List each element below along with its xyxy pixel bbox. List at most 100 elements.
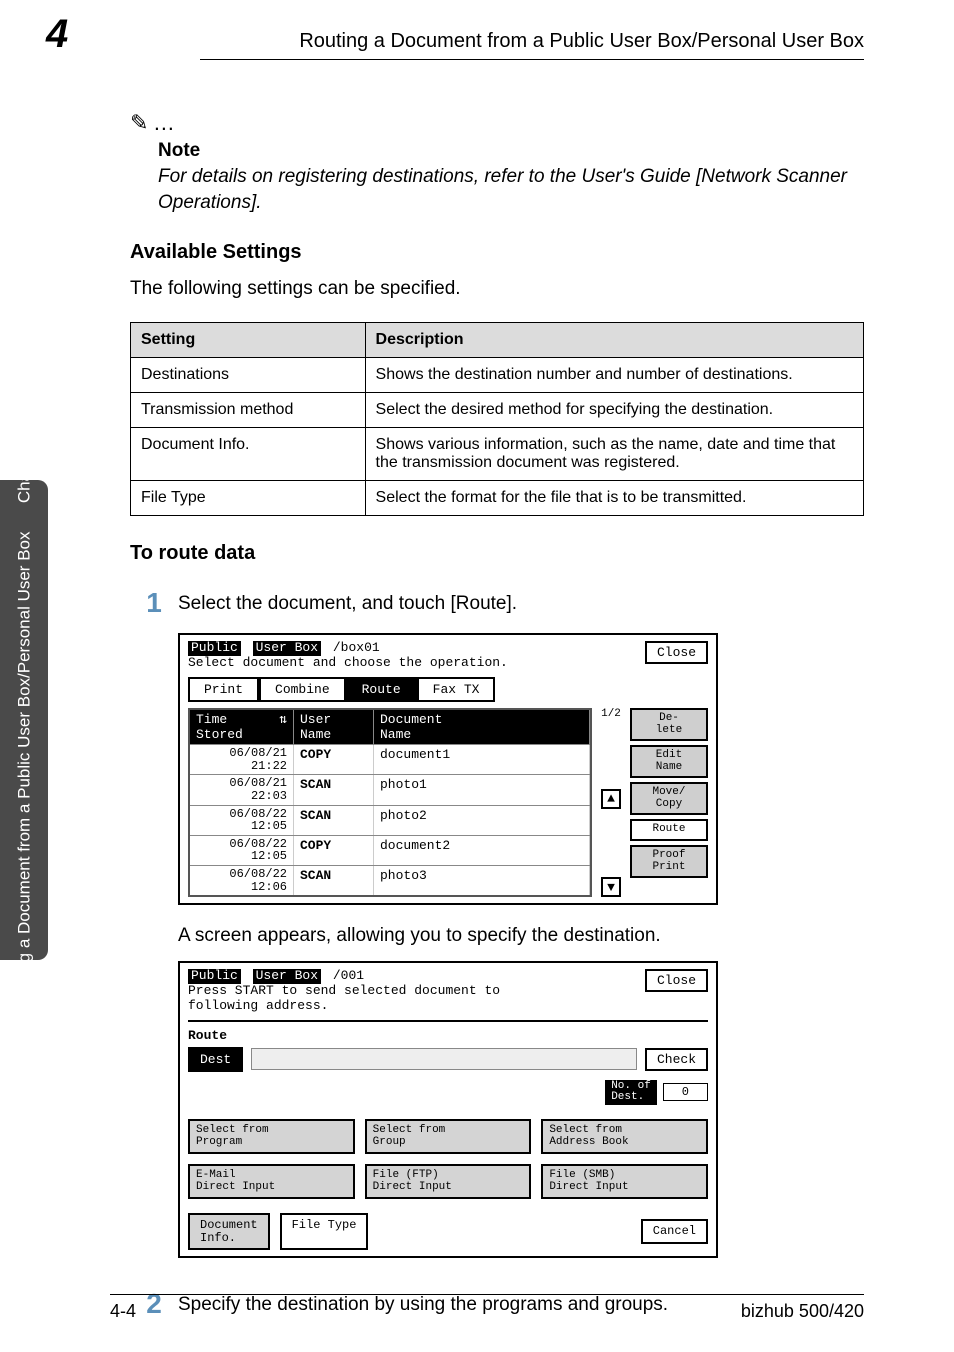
dest-label: Dest: [188, 1047, 243, 1072]
close-button[interactable]: Close: [645, 969, 708, 992]
settings-cell: Transmission method: [131, 393, 366, 428]
lcd1-tabs: Print Combine Route Fax TX: [188, 677, 708, 702]
select-from-program-button[interactable]: Select from Program: [188, 1119, 355, 1154]
row-time: 06/08/21 22:03: [190, 775, 294, 804]
edit-name-button[interactable]: Edit Name: [630, 745, 708, 778]
col-document-name[interactable]: Document Name: [374, 710, 590, 744]
document-row[interactable]: 06/08/21 22:03 SCAN photo1: [190, 774, 590, 804]
side-tab-chapter: Chapter 4: [14, 429, 33, 504]
lcd-panel-1: Public User Box /box01 Select document a…: [178, 633, 718, 905]
file-smb-direct-input-button[interactable]: File (SMB) Direct Input: [541, 1164, 708, 1199]
row-user: SCAN: [294, 775, 374, 804]
lcd1-title-public: Public: [188, 641, 241, 656]
route-button[interactable]: Route: [630, 819, 708, 841]
settings-cell: Destinations: [131, 358, 366, 393]
lcd2-title: Public User Box /001 Press START to send…: [188, 969, 500, 1014]
check-button[interactable]: Check: [645, 1048, 708, 1071]
content-area: ✎ … Note For details on registering dest…: [130, 110, 864, 1320]
table-row: Destinations Shows the destination numbe…: [131, 358, 864, 393]
pencil-icon: ✎: [130, 110, 148, 135]
settings-cell: Select the desired method for specifying…: [365, 393, 863, 428]
route-heading: To route data: [130, 542, 864, 565]
document-info-button[interactable]: Document Info.: [188, 1213, 270, 1250]
settings-cell: Shows various information, such as the n…: [365, 428, 863, 481]
row-time: 06/08/22 12:05: [190, 806, 294, 835]
settings-cell: Select the format for the file that is t…: [365, 481, 863, 516]
table-row: File Type Select the format for the file…: [131, 481, 864, 516]
side-chapter-tab: Routing a Document from a Public User Bo…: [0, 480, 48, 960]
file-type-button[interactable]: File Type: [280, 1213, 369, 1250]
document-table: Time Stored ⇅ User Name Document Name 06/…: [188, 708, 592, 897]
select-from-group-button[interactable]: Select from Group: [365, 1119, 532, 1154]
scroll-down-button[interactable]: ▼: [601, 877, 621, 897]
between-caption: A screen appears, allowing you to specif…: [178, 925, 864, 947]
step-number: 1: [130, 587, 178, 619]
lcd2-seq: /001: [333, 968, 364, 983]
move-copy-button[interactable]: Move/ Copy: [630, 782, 708, 815]
settings-table: Setting Description Destinations Shows t…: [130, 322, 864, 516]
row-user: SCAN: [294, 806, 374, 835]
cancel-button[interactable]: Cancel: [641, 1219, 708, 1244]
lcd2-title-public: Public: [188, 969, 241, 984]
note-ellipsis: …: [153, 110, 177, 135]
settings-col-0: Setting: [131, 323, 366, 358]
select-from-address-book-button[interactable]: Select from Address Book: [541, 1119, 708, 1154]
tab-route[interactable]: Route: [346, 677, 417, 702]
available-settings-heading: Available Settings: [130, 241, 864, 264]
method-grid: Select from Program Select from Group Se…: [188, 1119, 708, 1199]
step-1: 1 Select the document, and touch [Route]…: [130, 587, 864, 619]
col-user-name[interactable]: User Name: [294, 710, 374, 744]
row-doc: document2: [374, 836, 590, 865]
table-row: Document Info. Shows various information…: [131, 428, 864, 481]
dest-count-label: No. of Dest.: [605, 1080, 657, 1105]
settings-cell: Document Info.: [131, 428, 366, 481]
lcd2-title-userbox: User Box: [253, 969, 321, 984]
sort-icon[interactable]: ⇅: [279, 712, 287, 742]
tab-faxtx[interactable]: Fax TX: [417, 677, 496, 702]
footer-page: 4-4: [110, 1301, 136, 1322]
file-ftp-direct-input-button[interactable]: File (FTP) Direct Input: [365, 1164, 532, 1199]
page-fraction: 1/2: [601, 708, 621, 720]
tab-print[interactable]: Print: [188, 677, 259, 702]
col-time-stored[interactable]: Time Stored ⇅: [190, 710, 294, 744]
row-doc: document1: [374, 745, 590, 774]
document-row[interactable]: 06/08/21 21:22 COPY document1: [190, 744, 590, 774]
dest-count-value: 0: [663, 1083, 708, 1101]
action-column: De- lete Edit Name Move/ Copy Route Proo…: [630, 708, 708, 897]
proof-print-button[interactable]: Proof Print: [630, 845, 708, 878]
note-block: ✎ … Note For details on registering dest…: [130, 110, 864, 215]
email-direct-input-button[interactable]: E-Mail Direct Input: [188, 1164, 355, 1199]
document-row[interactable]: 06/08/22 12:05 SCAN photo2: [190, 805, 590, 835]
note-heading: Note: [158, 140, 864, 162]
page: Routing a Document from a Public User Bo…: [0, 0, 954, 1352]
chapter-number: 4: [46, 12, 68, 57]
lcd-panel-2: Public User Box /001 Press START to send…: [178, 961, 718, 1258]
running-header: Routing a Document from a Public User Bo…: [200, 30, 864, 60]
lcd2-subtitle: Press START to send selected document to…: [188, 983, 500, 1013]
lcd1-title-userbox: User Box: [253, 641, 321, 656]
delete-button[interactable]: De- lete: [630, 708, 708, 741]
lcd1-box-name: /box01: [333, 640, 380, 655]
side-tab-title: Routing a Document from a Public User Bo…: [14, 532, 33, 1012]
tab-combine[interactable]: Combine: [259, 677, 346, 702]
route-label: Route: [188, 1028, 708, 1043]
document-row[interactable]: 06/08/22 12:05 COPY document2: [190, 835, 590, 865]
page-footer: 4-4 bizhub 500/420: [110, 1294, 864, 1322]
row-user: SCAN: [294, 866, 374, 895]
close-button[interactable]: Close: [645, 641, 708, 664]
document-row[interactable]: 06/08/22 12:06 SCAN photo3: [190, 865, 590, 895]
row-time: 06/08/21 21:22: [190, 745, 294, 774]
col-time-label: Time Stored: [196, 712, 243, 742]
scroll-column: 1/2 ▲ ▼: [600, 708, 622, 897]
row-doc: photo3: [374, 866, 590, 895]
scroll-up-button[interactable]: ▲: [601, 789, 621, 809]
available-settings-intro: The following settings can be specified.: [130, 278, 864, 300]
row-user: COPY: [294, 745, 374, 774]
step-text: Select the document, and touch [Route].: [178, 587, 864, 615]
lcd1-subtitle: Select document and choose the operation…: [188, 655, 508, 670]
row-time: 06/08/22 12:05: [190, 836, 294, 865]
row-time: 06/08/22 12:06: [190, 866, 294, 895]
table-row: Transmission method Select the desired m…: [131, 393, 864, 428]
settings-cell: File Type: [131, 481, 366, 516]
footer-product: bizhub 500/420: [741, 1301, 864, 1322]
